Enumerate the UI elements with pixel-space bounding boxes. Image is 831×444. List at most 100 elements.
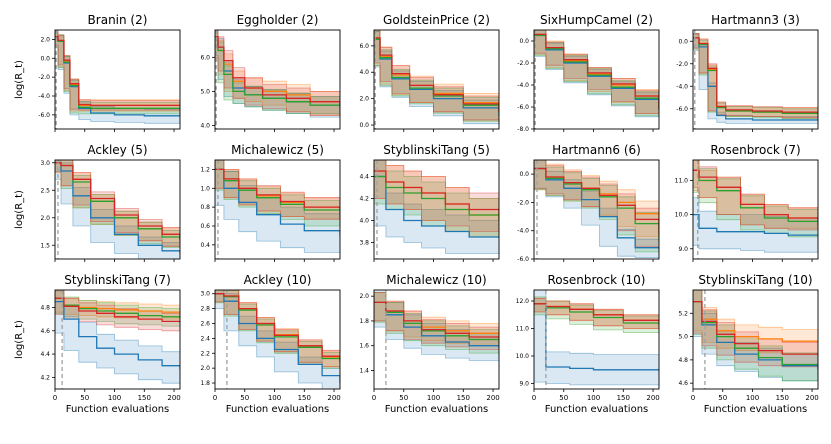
ytick-label: 0.0 [40, 55, 50, 62]
plot-area [374, 290, 499, 389]
band-green [374, 292, 499, 354]
band-red [215, 160, 340, 220]
xtick-label: 100 [268, 394, 281, 402]
xtick-label: 0 [213, 394, 217, 402]
subplot-2: 6.0 5.0 4.0 Eggholder (2) [200, 13, 341, 132]
subplot-title: Eggholder (2) [237, 13, 319, 27]
band-red [55, 160, 180, 247]
xtick-label: 200 [486, 394, 499, 402]
subplot-14: 12.0 11.0 10.0 9.00 50 100 150 200 Rosenbrock (1… [516, 273, 660, 415]
xtick-label: 100 [746, 394, 759, 402]
x-axis-label: Function evaluations [704, 404, 808, 415]
subplot-title: Hartmann3 (3) [711, 13, 800, 27]
series-line-blue [215, 293, 340, 383]
subplot-title: Rosenbrock (7) [710, 143, 800, 157]
xtick-label: 0 [372, 394, 376, 402]
x-axis-label: Function evaluations [545, 404, 649, 415]
ytick-label: 1.8 [200, 380, 210, 387]
xtick-label: 150 [298, 394, 311, 402]
band-blue [374, 30, 499, 125]
ytick-label: -2.0 [38, 74, 50, 81]
xtick-label: 100 [427, 394, 440, 402]
ytick-label: 1.4 [359, 367, 369, 374]
series-line-blue [693, 213, 818, 236]
series-line-green [374, 175, 499, 221]
xtick-label: 0 [53, 394, 57, 402]
series-line-blue [534, 33, 659, 111]
series-line-blue [374, 175, 499, 238]
xtick-label: 50 [559, 394, 568, 402]
ytick-label: -4.0 [676, 83, 688, 90]
band-blue [693, 197, 818, 253]
band-red [693, 290, 818, 368]
ytick-label: 2.0 [40, 36, 50, 43]
series-line-red [374, 37, 499, 112]
plot-area [215, 290, 340, 389]
band-red [693, 33, 818, 119]
ytick-label: -2.0 [517, 60, 529, 67]
ytick-label: -6.0 [517, 104, 529, 111]
series-line-green [215, 168, 340, 217]
band-blue [215, 160, 340, 253]
subplot-title: Hartmann6 (6) [552, 143, 641, 157]
subplot-title: Branin (2) [88, 13, 148, 27]
xtick-label: 100 [587, 394, 600, 402]
ytick-label: -6.0 [517, 256, 529, 263]
axes-frame [373, 29, 500, 130]
series-line-red [693, 37, 818, 114]
series-line-red [693, 300, 818, 356]
series-line-green [55, 36, 180, 109]
subplot-4: 0.0 -2.0 -4.0 -6.0 -8.0 SixHumpCamel (2) [517, 13, 660, 133]
band-red [534, 30, 659, 114]
ytick-label: 10.0 [675, 212, 689, 219]
subplot-6: 3.0 2.5 2.0 1.5 Ackley (5) log(R_t) [14, 143, 181, 262]
ytick-label: -2.0 [517, 199, 529, 206]
series-line-red [534, 33, 659, 109]
subplot-title: StyblinskiTang (10) [698, 273, 812, 287]
ytick-label: 3.8 [359, 240, 369, 247]
ytick-label: 4.2 [359, 196, 369, 203]
band-red [693, 160, 818, 231]
ytick-label: 2.5 [40, 187, 50, 194]
axes-frame [214, 29, 341, 130]
subplot-12: 3.0 2.8 2.6 2.4 2.2 2.0 1.80 50 100 150 200 Ackley … [200, 273, 340, 415]
plot-area [534, 160, 659, 259]
subplot-title: Michalewicz (10) [386, 273, 486, 287]
band-orange [55, 290, 180, 320]
band-orange [374, 30, 499, 122]
ytick-label: -4.0 [517, 82, 529, 89]
ytick-label: 9.0 [678, 246, 688, 253]
ytick-label: -6.0 [38, 112, 50, 119]
subplot-title: StyblinskiTang (5) [383, 143, 490, 157]
series-line-red [215, 36, 340, 106]
band-orange [374, 292, 499, 347]
subplot-7: 1.2 1.0 0.8 0.6 0.4 Michalewicz (5) [200, 143, 341, 262]
y-axis-label: log(R_t) [14, 60, 25, 99]
band-blue [693, 34, 818, 124]
band-green [693, 290, 818, 382]
axes-frame [54, 289, 181, 390]
series-line-red [215, 168, 340, 210]
subplot-title: Ackley (5) [87, 143, 147, 157]
plot-area [374, 30, 499, 129]
ytick-label: 5.0 [200, 88, 210, 95]
plot-area [55, 160, 180, 259]
ytick-label: -6.0 [676, 106, 688, 113]
ytick-label: 6.0 [200, 54, 210, 61]
xtick-label: 50 [718, 394, 727, 402]
ytick-label: 2.0 [200, 365, 210, 372]
y-axis-label: log(R_t) [14, 190, 25, 229]
series-line-red [693, 169, 818, 220]
band-orange [534, 160, 659, 237]
ytick-label: 4.4 [40, 351, 50, 358]
subplot-3: 6.0 4.0 2.0 0.0 GoldsteinPrice (2) [359, 13, 500, 132]
band-orange [693, 33, 818, 119]
ytick-label: 0.6 [200, 223, 210, 230]
series-line-blue [693, 37, 818, 121]
band-blue [374, 290, 499, 361]
subplot-9: 0.0 -2.0 -4.0 -6.0 Hartmann6 (6) [517, 143, 660, 263]
axes-frame [533, 289, 660, 390]
band-orange [55, 30, 180, 112]
band-red [374, 30, 499, 121]
ytick-label: -8.0 [517, 126, 529, 133]
